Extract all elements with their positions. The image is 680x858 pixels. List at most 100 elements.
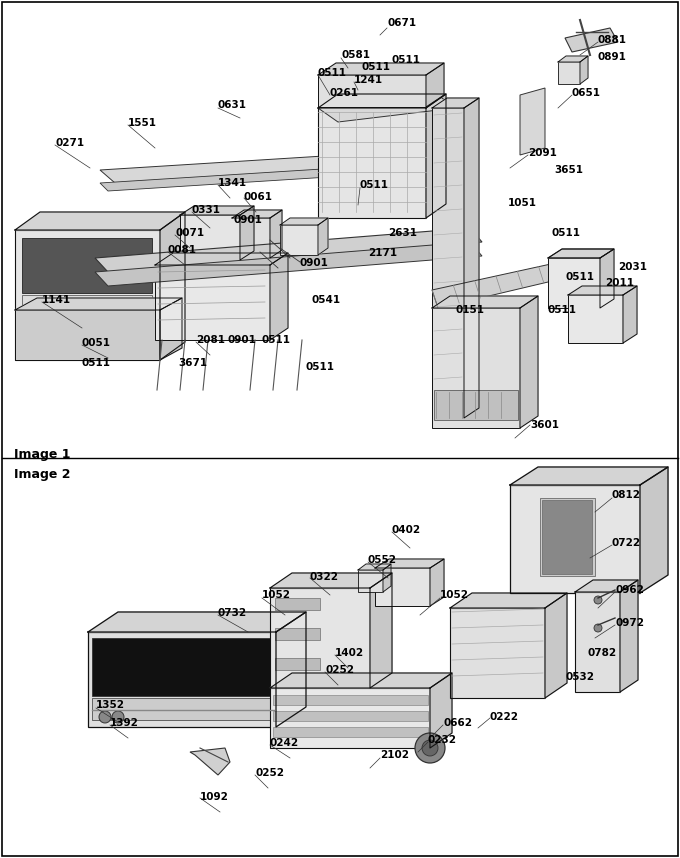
Bar bbox=[15, 310, 160, 360]
Text: 3651: 3651 bbox=[554, 165, 583, 175]
Bar bbox=[15, 230, 160, 360]
Polygon shape bbox=[280, 218, 328, 225]
Polygon shape bbox=[276, 612, 306, 727]
Polygon shape bbox=[426, 63, 444, 107]
Bar bbox=[232, 218, 270, 258]
Circle shape bbox=[99, 711, 111, 723]
Text: Image 1: Image 1 bbox=[14, 448, 71, 461]
Polygon shape bbox=[100, 155, 355, 183]
Text: 1052: 1052 bbox=[262, 590, 291, 600]
Polygon shape bbox=[520, 88, 545, 155]
Bar bbox=[318, 108, 426, 218]
Bar bbox=[22, 295, 152, 353]
Text: 1241: 1241 bbox=[354, 75, 383, 85]
Polygon shape bbox=[232, 210, 282, 218]
Polygon shape bbox=[640, 467, 668, 593]
Bar bbox=[270, 688, 430, 748]
Text: 0081: 0081 bbox=[168, 245, 197, 255]
Polygon shape bbox=[15, 298, 182, 310]
Text: 2031: 2031 bbox=[618, 262, 647, 272]
Text: 0511: 0511 bbox=[548, 305, 577, 315]
Text: 0812: 0812 bbox=[612, 490, 641, 500]
Text: 1092: 1092 bbox=[200, 792, 229, 802]
Polygon shape bbox=[558, 56, 588, 62]
Polygon shape bbox=[160, 298, 182, 360]
Text: 2102: 2102 bbox=[380, 750, 409, 760]
Bar bbox=[318, 75, 426, 107]
Bar bbox=[432, 308, 520, 428]
Text: 3671: 3671 bbox=[178, 358, 207, 368]
Text: 0331: 0331 bbox=[192, 205, 221, 215]
Polygon shape bbox=[270, 673, 452, 688]
Polygon shape bbox=[575, 580, 638, 592]
Polygon shape bbox=[318, 95, 455, 122]
Polygon shape bbox=[375, 559, 444, 568]
Polygon shape bbox=[15, 212, 185, 230]
Text: 2081: 2081 bbox=[196, 335, 225, 345]
Bar bbox=[275, 658, 320, 670]
Polygon shape bbox=[464, 98, 479, 418]
Text: 0322: 0322 bbox=[310, 572, 339, 582]
Text: 2011: 2011 bbox=[605, 278, 634, 288]
Polygon shape bbox=[580, 56, 588, 84]
Bar bbox=[273, 727, 428, 737]
Text: 0631: 0631 bbox=[218, 100, 247, 110]
Text: 0252: 0252 bbox=[255, 768, 284, 778]
Bar bbox=[432, 108, 464, 418]
Circle shape bbox=[594, 596, 602, 604]
Bar bbox=[548, 258, 600, 308]
Polygon shape bbox=[318, 218, 328, 255]
Polygon shape bbox=[383, 564, 391, 592]
Text: 0511: 0511 bbox=[392, 55, 421, 65]
Polygon shape bbox=[180, 206, 254, 215]
Polygon shape bbox=[450, 593, 567, 608]
Text: 1051: 1051 bbox=[508, 198, 537, 208]
Polygon shape bbox=[548, 249, 614, 258]
Text: 0271: 0271 bbox=[55, 138, 84, 148]
Bar bbox=[540, 498, 595, 576]
Polygon shape bbox=[432, 262, 565, 308]
Polygon shape bbox=[568, 286, 637, 295]
Polygon shape bbox=[600, 249, 614, 308]
Polygon shape bbox=[240, 206, 254, 260]
Text: 1141: 1141 bbox=[42, 295, 71, 305]
Polygon shape bbox=[623, 286, 637, 343]
Text: 0671: 0671 bbox=[387, 18, 416, 28]
Bar bbox=[275, 628, 320, 640]
Polygon shape bbox=[270, 573, 392, 588]
Text: 0651: 0651 bbox=[572, 88, 601, 98]
Polygon shape bbox=[432, 296, 538, 308]
Bar bbox=[92, 698, 274, 720]
Text: 1392: 1392 bbox=[110, 718, 139, 728]
Polygon shape bbox=[100, 168, 345, 191]
Text: 0662: 0662 bbox=[443, 718, 472, 728]
Polygon shape bbox=[270, 210, 282, 258]
Circle shape bbox=[422, 740, 438, 756]
Bar bbox=[280, 225, 318, 255]
Polygon shape bbox=[95, 242, 482, 286]
Polygon shape bbox=[155, 253, 288, 265]
Polygon shape bbox=[520, 296, 538, 428]
Text: 0402: 0402 bbox=[392, 525, 421, 535]
Polygon shape bbox=[545, 593, 567, 698]
Text: 0232: 0232 bbox=[428, 735, 457, 745]
Text: 0252: 0252 bbox=[325, 665, 354, 675]
Text: 0051: 0051 bbox=[82, 338, 111, 348]
Text: 1352: 1352 bbox=[96, 700, 125, 710]
Polygon shape bbox=[270, 253, 288, 340]
Bar bbox=[155, 265, 270, 340]
Bar bbox=[558, 62, 580, 84]
Text: 0541: 0541 bbox=[312, 295, 341, 305]
Text: 0962: 0962 bbox=[615, 585, 644, 595]
Text: 0972: 0972 bbox=[615, 618, 644, 628]
Polygon shape bbox=[190, 748, 230, 775]
Circle shape bbox=[415, 733, 445, 763]
Polygon shape bbox=[318, 63, 444, 75]
Circle shape bbox=[594, 624, 602, 632]
Text: 0532: 0532 bbox=[565, 672, 594, 682]
Polygon shape bbox=[358, 564, 391, 570]
Text: 0061: 0061 bbox=[244, 192, 273, 202]
Polygon shape bbox=[430, 673, 452, 748]
Text: 0511: 0511 bbox=[318, 68, 347, 78]
Text: 0071: 0071 bbox=[175, 228, 204, 238]
